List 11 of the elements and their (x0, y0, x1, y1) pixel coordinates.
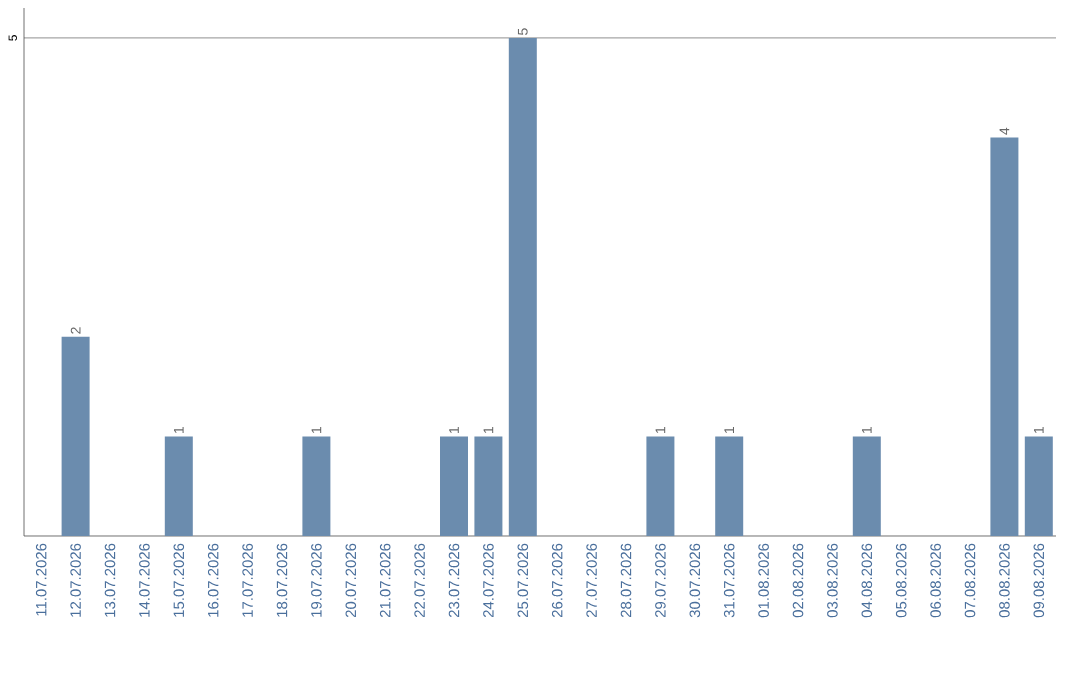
bar (474, 436, 503, 536)
bar (164, 436, 193, 536)
bar (302, 436, 331, 536)
bar (440, 436, 468, 536)
bar (508, 37, 537, 536)
bar (646, 436, 675, 536)
bar (1024, 436, 1053, 536)
bar (852, 436, 881, 536)
bar (715, 436, 744, 536)
bar (990, 137, 1019, 536)
bar (61, 336, 90, 536)
